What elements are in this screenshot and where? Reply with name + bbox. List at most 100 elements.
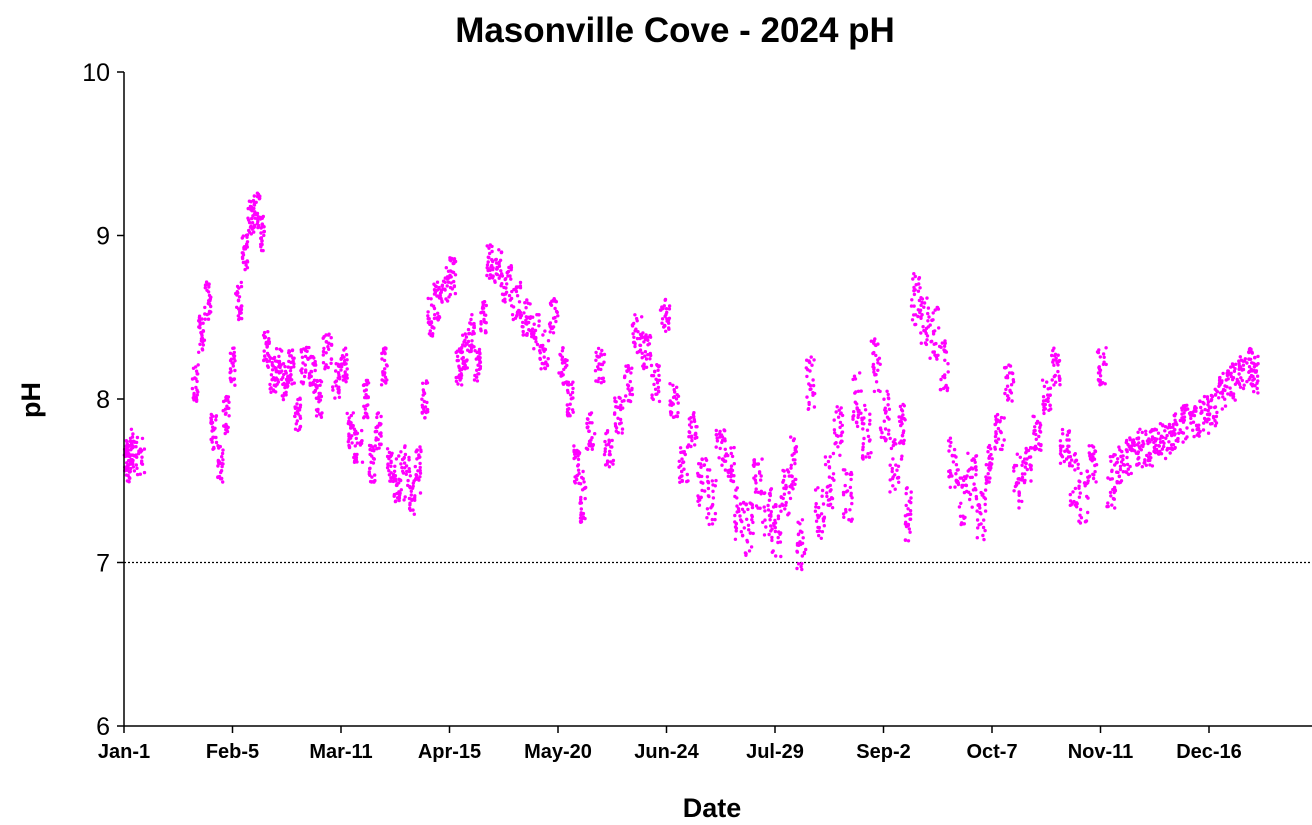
data-point-dot: [126, 465, 130, 469]
data-point-dot: [1118, 464, 1123, 469]
data-point-dot: [509, 296, 514, 301]
data-point-dot: [714, 433, 719, 437]
data-point-dot: [631, 332, 635, 336]
data-point-dot: [329, 357, 334, 361]
data-point-dot: [345, 367, 349, 371]
data-point-dot: [590, 436, 594, 440]
data-point-dot: [959, 501, 963, 505]
data-point-dot: [947, 449, 951, 453]
data-point-dot: [1088, 457, 1093, 461]
data-point-dot: [863, 403, 867, 408]
data-point-dot: [625, 383, 630, 387]
data-point-dot: [702, 463, 707, 467]
data-point-dot: [828, 455, 832, 459]
data-point-dot: [974, 488, 978, 492]
data-point-dot: [367, 443, 372, 448]
data-point-dot: [1060, 427, 1065, 432]
data-point-dot: [368, 452, 372, 457]
data-point-dot: [1117, 474, 1122, 479]
data-point-dot: [418, 475, 422, 479]
chart-title: Masonville Cove - 2024 pH: [455, 11, 895, 50]
data-point-dot: [329, 342, 334, 347]
data-point-dot: [1117, 445, 1121, 449]
data-point-dot: [549, 326, 553, 331]
data-point-dot: [832, 418, 836, 422]
data-point-dot: [270, 378, 274, 382]
data-point-dot: [783, 507, 787, 511]
data-point-dot: [729, 451, 733, 456]
data-point-dot: [916, 289, 921, 293]
data-point-dot: [843, 483, 847, 488]
data-point-dot: [1054, 358, 1058, 362]
data-point-dot: [418, 461, 422, 466]
data-point-dot: [510, 313, 515, 317]
data-point: [869, 337, 882, 394]
data-point-dot: [262, 330, 267, 335]
data-point-dot: [971, 488, 976, 492]
data-point-dot: [403, 444, 407, 448]
data-point-dot: [191, 366, 196, 370]
data-point-dot: [1076, 466, 1080, 470]
data-point-dot: [484, 313, 488, 317]
data-point-dot: [643, 354, 647, 358]
data-point-dot: [355, 432, 359, 436]
data-point-dot: [1223, 384, 1227, 388]
data-point-dot: [236, 314, 240, 318]
data-point-dot: [531, 330, 535, 335]
data-point-dot: [354, 436, 358, 441]
data-point-dot: [269, 386, 273, 390]
data-point: [658, 297, 672, 333]
data-point: [888, 436, 901, 494]
data-point: [339, 346, 349, 384]
data-point-dot: [399, 450, 403, 454]
data-point-dot: [749, 545, 754, 549]
data-point-dot: [587, 412, 592, 416]
data-point-dot: [681, 460, 686, 464]
data-point-dot: [866, 452, 870, 456]
data-point-dot: [781, 503, 785, 508]
data-point-dot: [560, 349, 565, 353]
data-point-dot: [205, 312, 209, 317]
data-point-dot: [707, 522, 711, 527]
data-point-dot: [825, 494, 829, 499]
data-point-dot: [657, 373, 661, 378]
data-point-dot: [576, 468, 581, 472]
data-point-dot: [683, 452, 687, 457]
data-point-dot: [134, 463, 138, 467]
data-point-dot: [444, 266, 448, 270]
data-point-dot: [920, 300, 924, 305]
data-point-dot: [800, 562, 804, 566]
data-point-dot: [420, 403, 424, 407]
data-point-dot: [750, 518, 754, 522]
data-point: [630, 313, 644, 355]
data-point-dot: [494, 261, 499, 265]
data-point-dot: [948, 436, 953, 440]
data-point-dot: [208, 296, 212, 301]
data-point-dot: [197, 325, 201, 329]
data-point-dot: [1129, 471, 1134, 476]
data-point-dot: [750, 505, 755, 510]
data-point-dot: [714, 445, 718, 449]
data-point-dot: [995, 440, 999, 445]
data-point-dot: [572, 448, 576, 452]
data-point-dot: [906, 507, 910, 511]
data-point-dot: [912, 304, 916, 308]
data-point-dot: [1058, 383, 1062, 387]
data-point-dot: [526, 301, 530, 305]
data-point-dot: [1198, 399, 1202, 403]
data-point: [1226, 362, 1239, 402]
x-tick-label: Dec-16: [1176, 741, 1242, 763]
data-point-dot: [663, 297, 668, 302]
data-point-dot: [1056, 353, 1060, 357]
data-point-dot: [901, 413, 905, 417]
data-point-dot: [845, 489, 850, 493]
data-point-dot: [321, 361, 326, 365]
data-point-dot: [822, 515, 827, 519]
data-point-dot: [907, 527, 911, 531]
data-point-dot: [1111, 496, 1116, 501]
data-point-dot: [653, 369, 657, 373]
data-point-dot: [1150, 437, 1154, 442]
data-point-dot: [249, 208, 253, 212]
data-point-dot: [1164, 436, 1168, 440]
data-point-dot: [696, 499, 700, 503]
